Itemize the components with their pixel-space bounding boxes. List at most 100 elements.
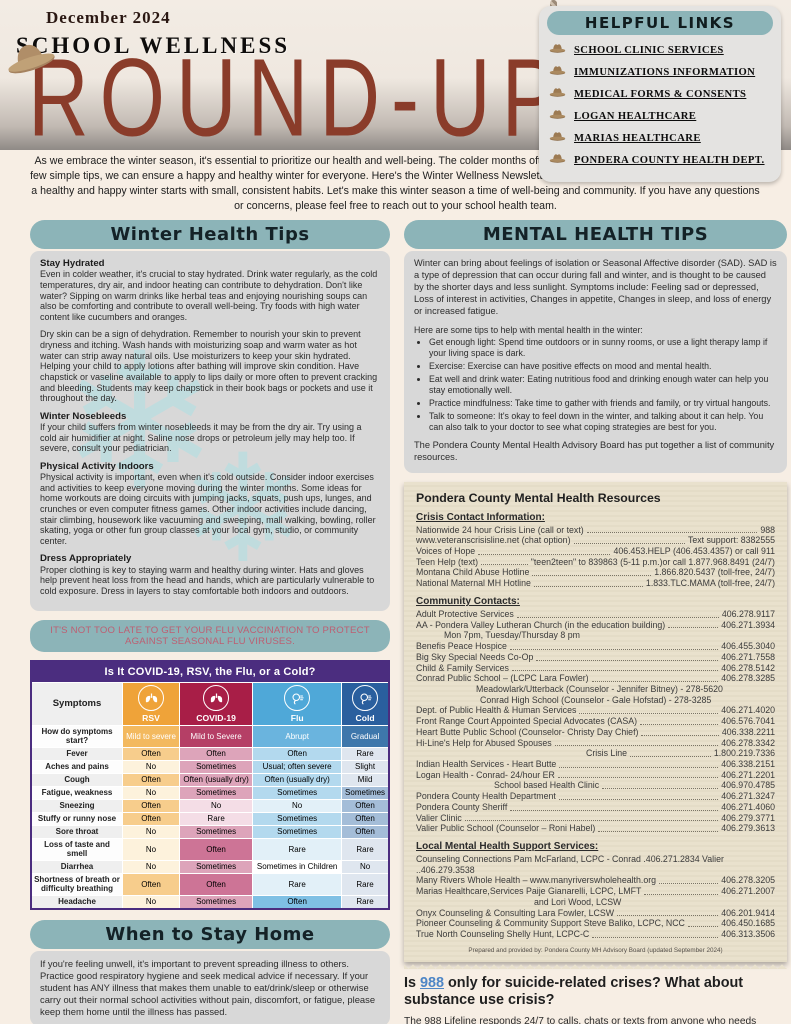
symptom-cell: Sometimes bbox=[178, 859, 254, 874]
dot-leader bbox=[536, 659, 719, 661]
resource-row: Hi-Line's Help for Abused Spouses 406.278… bbox=[416, 738, 775, 749]
symptom-label: Fatigue, weakness bbox=[30, 785, 123, 800]
dot-leader bbox=[640, 723, 719, 725]
q988-pre: Is bbox=[404, 974, 420, 991]
resource-phone: 406.338.2151 bbox=[721, 758, 775, 769]
symptom-label: Cough bbox=[30, 772, 123, 787]
resource-phone: 406.455.3040 bbox=[721, 641, 775, 652]
dot-leader bbox=[557, 777, 719, 779]
resource-phone: 406.576.7041 bbox=[721, 716, 775, 727]
dot-leader bbox=[558, 798, 719, 800]
dot-leader bbox=[644, 893, 719, 895]
resource-row: Benefis Peace Hospice 406.455.3040 bbox=[416, 641, 775, 652]
resource-name: Mon 7pm, Tuesday/Thursday 8 pm bbox=[444, 630, 580, 641]
helpful-link[interactable]: IMMUNIZATIONS INFORMATION bbox=[549, 63, 771, 81]
cowboy-hat-icon bbox=[0, 33, 60, 84]
dot-leader bbox=[478, 553, 611, 555]
newsletter-title: ROUND-UP bbox=[28, 35, 569, 160]
dot-leader bbox=[602, 788, 719, 790]
symptom-cell: Gradual bbox=[341, 724, 390, 748]
dot-leader bbox=[659, 883, 719, 885]
dot-leader bbox=[516, 616, 719, 618]
resource-name: Pondera County Sheriff bbox=[416, 801, 508, 812]
resource-row: Montana Child Abuse Hotline 1.866.820.543… bbox=[416, 567, 775, 578]
symptom-cell: Abrupt bbox=[252, 724, 343, 748]
symptom-cell: Sometimes bbox=[178, 894, 254, 910]
resource-phone: 406.453.HELP (406.453.4357) or call 911 bbox=[613, 546, 775, 557]
resource-name: Big Sky Special Needs Co-Op bbox=[416, 651, 534, 662]
hat-icon bbox=[549, 151, 566, 169]
mental-tips-box: Winter can bring about feelings of isola… bbox=[404, 251, 787, 473]
masthead-kicker: SCHOOL WELLNESS bbox=[16, 33, 291, 58]
resource-phone: 1.833.TLC.MAMA (toll-free, 24/7) bbox=[645, 578, 775, 589]
resource-name: Crisis Line bbox=[586, 748, 628, 759]
resource-row: Valier Public School (Counselor – Roni H… bbox=[416, 823, 775, 834]
resource-row: Logan Health - Conrad- 24/hour ER 406.271… bbox=[416, 770, 775, 781]
symptom-cell: Sometimes bbox=[341, 785, 390, 800]
dot-leader bbox=[617, 915, 719, 917]
winter-tips-box: ❄ ❄ Stay Hydrated Even in colder weather,… bbox=[30, 251, 390, 611]
resource-phone: 406.201.9414 bbox=[721, 907, 775, 918]
resource-name: Front Range Court Appointed Special Advo… bbox=[416, 716, 638, 727]
mental-tips-list: Get enough light: Spend time outdoors or… bbox=[429, 337, 777, 433]
resource-phone: 406.279.3613 bbox=[721, 823, 775, 834]
symptom-label: Fever bbox=[30, 746, 123, 761]
mental-tip-item: Practice mindfulness: Take time to gathe… bbox=[429, 398, 777, 409]
winter-tip-paragraph: Dry skin can be a sign of dehydration. R… bbox=[40, 329, 378, 404]
helpful-link[interactable]: PONDERA COUNTY HEALTH DEPT. bbox=[549, 151, 771, 169]
winter-tips-content: Stay Hydrated Even in colder weather, it'… bbox=[40, 258, 380, 596]
resource-row: Front Range Court Appointed Special Advo… bbox=[416, 716, 775, 727]
resource-name: Valier Clinic bbox=[416, 812, 462, 823]
symptom-cell: Often bbox=[252, 894, 343, 910]
resources-group-heading: Local Mental Health Support Services: bbox=[416, 841, 599, 853]
resources-group-heading: Crisis Contact Information: bbox=[416, 511, 545, 523]
symptom-table: Is It COVID-19, RSV, the Flu, or a Cold?… bbox=[30, 659, 390, 910]
symptom-cell: No bbox=[122, 859, 180, 874]
resource-name: Onyx Counseling & Consulting Lara Fowler… bbox=[416, 907, 615, 918]
resource-row: Counseling Connections Pam McFarland, LC… bbox=[416, 854, 775, 875]
symptom-cell: Sometimes bbox=[178, 785, 254, 800]
resource-row: Crisis Line 1.800.219.7336 bbox=[416, 748, 775, 759]
resource-phone: 406.271.2201 bbox=[721, 769, 775, 780]
winter-tips-header: Winter Health Tips bbox=[30, 220, 390, 250]
dot-leader bbox=[598, 831, 719, 833]
q988-post: only for suicide-related crises? What ab… bbox=[404, 974, 744, 1009]
resource-name: National Maternal MH Hotline bbox=[416, 578, 531, 589]
resource-phone: 406.271.2007 bbox=[721, 886, 775, 897]
resource-name: Valier Public School (Counselor – Roni H… bbox=[416, 823, 596, 834]
dot-leader bbox=[509, 648, 719, 650]
symptom-cell: Often bbox=[122, 798, 180, 813]
column-header-covid-19: COVID-19 bbox=[178, 681, 254, 726]
right-column: MENTAL HEALTH TIPS Winter can bring abou… bbox=[404, 220, 787, 1024]
resource-name: Marias Healthcare,Services Paije Gianare… bbox=[416, 886, 642, 897]
symptom-cell: Often (usually dry) bbox=[178, 772, 254, 787]
helpful-link[interactable]: MEDICAL FORMS & CONSENTS bbox=[549, 85, 771, 103]
resource-name: Teen Help (text) bbox=[416, 556, 479, 567]
dot-leader bbox=[533, 585, 643, 587]
helpful-link[interactable]: SCHOOL CLINIC SERVICES bbox=[549, 41, 771, 59]
mental-tip-item: Exercise: Exercise can have positive eff… bbox=[429, 361, 777, 372]
symptom-cell: Mild bbox=[341, 772, 390, 787]
symptom-label: Sneezing bbox=[30, 798, 123, 813]
dot-leader bbox=[481, 564, 528, 566]
resource-name: True North Counseling Shelly Hunt, LCPC-… bbox=[416, 929, 590, 940]
helpful-link[interactable]: MARIAS HEALTHCARE bbox=[549, 129, 771, 147]
resource-phone: 406.271.4060 bbox=[721, 801, 775, 812]
lungs-icon bbox=[203, 685, 230, 712]
symptom-label: How do symptoms start? bbox=[30, 724, 123, 748]
resource-row: Adult Protective Services 406.278.9117 bbox=[416, 609, 775, 620]
symptom-cell: No bbox=[252, 798, 343, 813]
dot-leader bbox=[579, 713, 719, 715]
resource-row: Mon 7pm, Tuesday/Thursday 8 pm bbox=[416, 630, 775, 641]
symptom-cell: No bbox=[341, 859, 390, 874]
resource-phone: 1.800.219.7336 bbox=[713, 748, 775, 759]
mental-outro: The Pondera County Mental Health Advisor… bbox=[414, 439, 775, 462]
resource-row: True North Counseling Shelly Hunt, LCPC-… bbox=[416, 929, 775, 940]
resource-row: Conrad High School (Counselor - Gale Hof… bbox=[416, 695, 775, 706]
helpful-link[interactable]: LOGAN HEALTHCARE bbox=[549, 107, 771, 125]
winter-tip-paragraph: Proper clothing is key to staying warm a… bbox=[40, 564, 375, 596]
resource-phone: 406.338.2211 bbox=[721, 726, 775, 737]
link-988[interactable]: 988 bbox=[420, 974, 445, 991]
symptom-cell: No bbox=[122, 824, 180, 839]
